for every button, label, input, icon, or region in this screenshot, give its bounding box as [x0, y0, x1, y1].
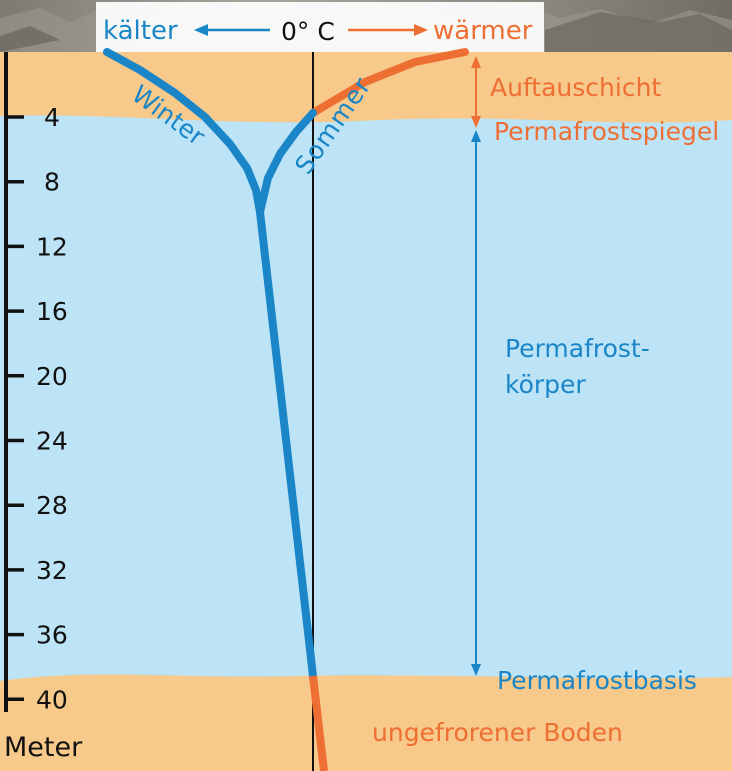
- depth-tick-label: 4: [44, 103, 60, 132]
- warmer-label: wärmer: [433, 16, 533, 46]
- depth-tick-label: 12: [36, 232, 68, 261]
- colder-label: kälter: [103, 16, 178, 46]
- zero-degree-label: 0° C: [281, 17, 335, 46]
- permafrost-body-label-1: Permafrost-: [505, 334, 650, 363]
- depth-tick-label: 16: [36, 297, 68, 326]
- warmer-arrow: [348, 24, 428, 36]
- permafrost-thickness-arrow: [471, 130, 481, 676]
- depth-tick-label: 8: [44, 168, 60, 197]
- depth-tick-label: 24: [36, 427, 68, 456]
- depth-tick-label: 36: [36, 621, 68, 650]
- depth-tick-label: 28: [36, 491, 68, 520]
- winter-curve: [103, 48, 264, 216]
- depth-tick-label: 32: [36, 556, 68, 585]
- header-band: [96, 2, 544, 52]
- axis-unit-label: Meter: [4, 732, 83, 763]
- permafrost-body-label-2: körper: [505, 370, 586, 399]
- permafrost-layer: [0, 115, 732, 682]
- depth-ticks: 4 8 12 16 20 24 28 32 36 40: [6, 103, 68, 714]
- summer-curve-warm: [309, 48, 469, 117]
- depth-tick-label: 20: [36, 362, 68, 391]
- annual-envelope-frozen: [256, 208, 317, 680]
- summer-curve-cold: [256, 109, 317, 216]
- depth-tick-label: 40: [36, 685, 68, 714]
- permafrost-base-label: Permafrostbasis: [497, 666, 697, 695]
- active-layer-arrow: [471, 56, 481, 128]
- annual-envelope-unfrozen: [309, 675, 328, 771]
- unfrozen-ground-label: ungefrorener Boden: [372, 718, 623, 747]
- permafrost-table-label: Permafrostspiegel: [494, 117, 719, 146]
- colder-arrow: [194, 24, 270, 36]
- active-layer-label: Auftauschicht: [490, 73, 661, 102]
